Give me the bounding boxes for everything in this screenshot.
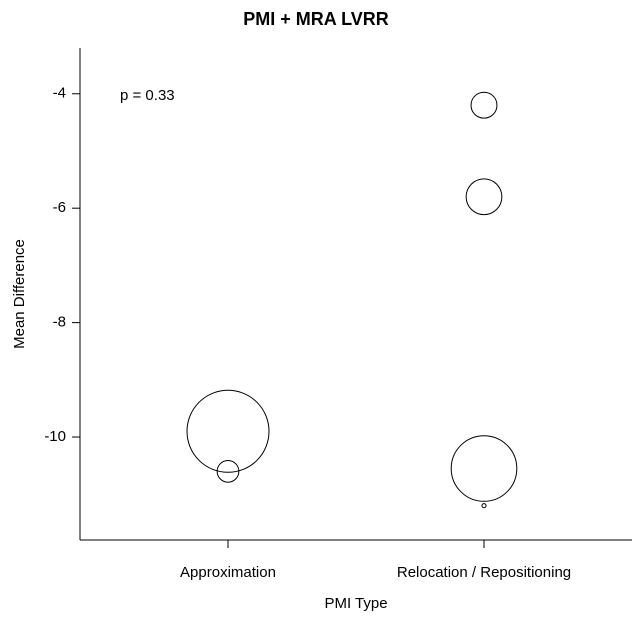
y-tick-label: -8 [53, 314, 66, 331]
x-axis-label: PMI Type [324, 595, 387, 612]
y-tick-label: -10 [44, 428, 66, 445]
annotation: p = 0.33 [120, 87, 175, 104]
chart-title: PMI + MRA LVRR [243, 9, 389, 29]
bubble [216, 460, 240, 483]
y-axis-label: Mean Difference [11, 239, 28, 349]
y-tick-label: -4 [53, 85, 66, 102]
x-tick-label: Approximation [180, 564, 276, 581]
bubble [470, 91, 498, 119]
bubble [481, 503, 487, 509]
x-tick-label: Relocation / Repositioning [397, 564, 571, 581]
bubble [465, 178, 503, 216]
y-tick-label: -6 [53, 199, 66, 216]
bubble [186, 389, 270, 473]
bubble [450, 435, 518, 502]
